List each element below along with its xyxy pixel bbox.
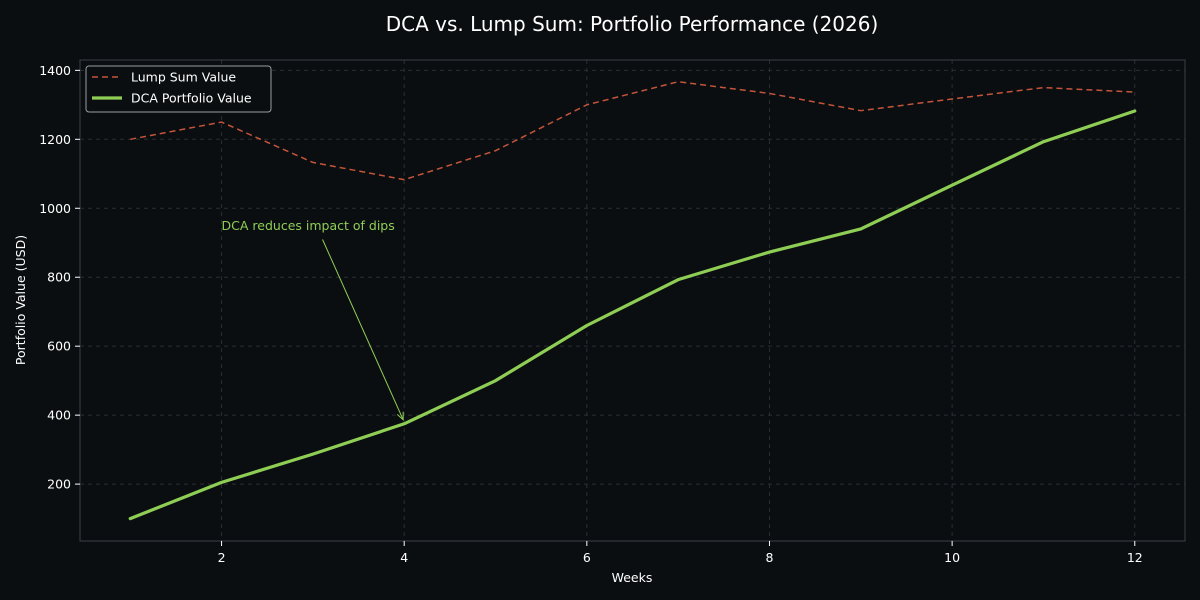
grid-lines bbox=[80, 60, 1185, 541]
x-tick-label: 8 bbox=[766, 550, 774, 565]
y-tick-label: 1000 bbox=[39, 201, 71, 216]
x-tick-label: 10 bbox=[944, 550, 960, 565]
series-line-dca-portfolio-value bbox=[128, 109, 1137, 521]
series-line-lump-sum-value bbox=[130, 80, 1135, 181]
x-tick-label: 12 bbox=[1127, 550, 1143, 565]
y-axis-ticks: 200 400 600 800 1000 1200 1400 bbox=[39, 63, 80, 492]
legend-box bbox=[85, 65, 272, 113]
annotation-layer: DCA reduces impact of dips bbox=[222, 218, 404, 421]
legend-label-dca-portfolio-value: DCA Portfolio Value bbox=[131, 91, 252, 106]
annotation-arrowhead bbox=[396, 411, 404, 421]
x-tick-label: 2 bbox=[218, 550, 226, 565]
annotation-arrow bbox=[322, 239, 404, 420]
legend: Lump Sum Value DCA Portfolio Value bbox=[85, 65, 272, 113]
y-tick-label: 800 bbox=[47, 270, 71, 285]
annotation-text: DCA reduces impact of dips bbox=[222, 218, 395, 233]
y-tick-label: 600 bbox=[47, 339, 71, 354]
y-tick-label: 200 bbox=[47, 477, 71, 492]
y-tick-label: 1400 bbox=[39, 63, 71, 78]
x-axis-ticks: 2 4 6 8 10 12 bbox=[218, 541, 1143, 565]
x-axis-label: Weeks bbox=[612, 570, 653, 585]
y-axis-label: Portfolio Value (USD) bbox=[13, 235, 28, 365]
y-tick-label: 400 bbox=[47, 408, 71, 423]
legend-label-lump-sum-value: Lump Sum Value bbox=[131, 70, 236, 85]
plot-frame bbox=[79, 59, 1186, 542]
y-tick-label: 1200 bbox=[39, 132, 71, 147]
series-layer bbox=[128, 80, 1137, 521]
x-tick-label: 6 bbox=[583, 550, 591, 565]
x-tick-label: 4 bbox=[400, 550, 408, 565]
chart-title: DCA vs. Lump Sum: Portfolio Performance … bbox=[386, 12, 879, 36]
